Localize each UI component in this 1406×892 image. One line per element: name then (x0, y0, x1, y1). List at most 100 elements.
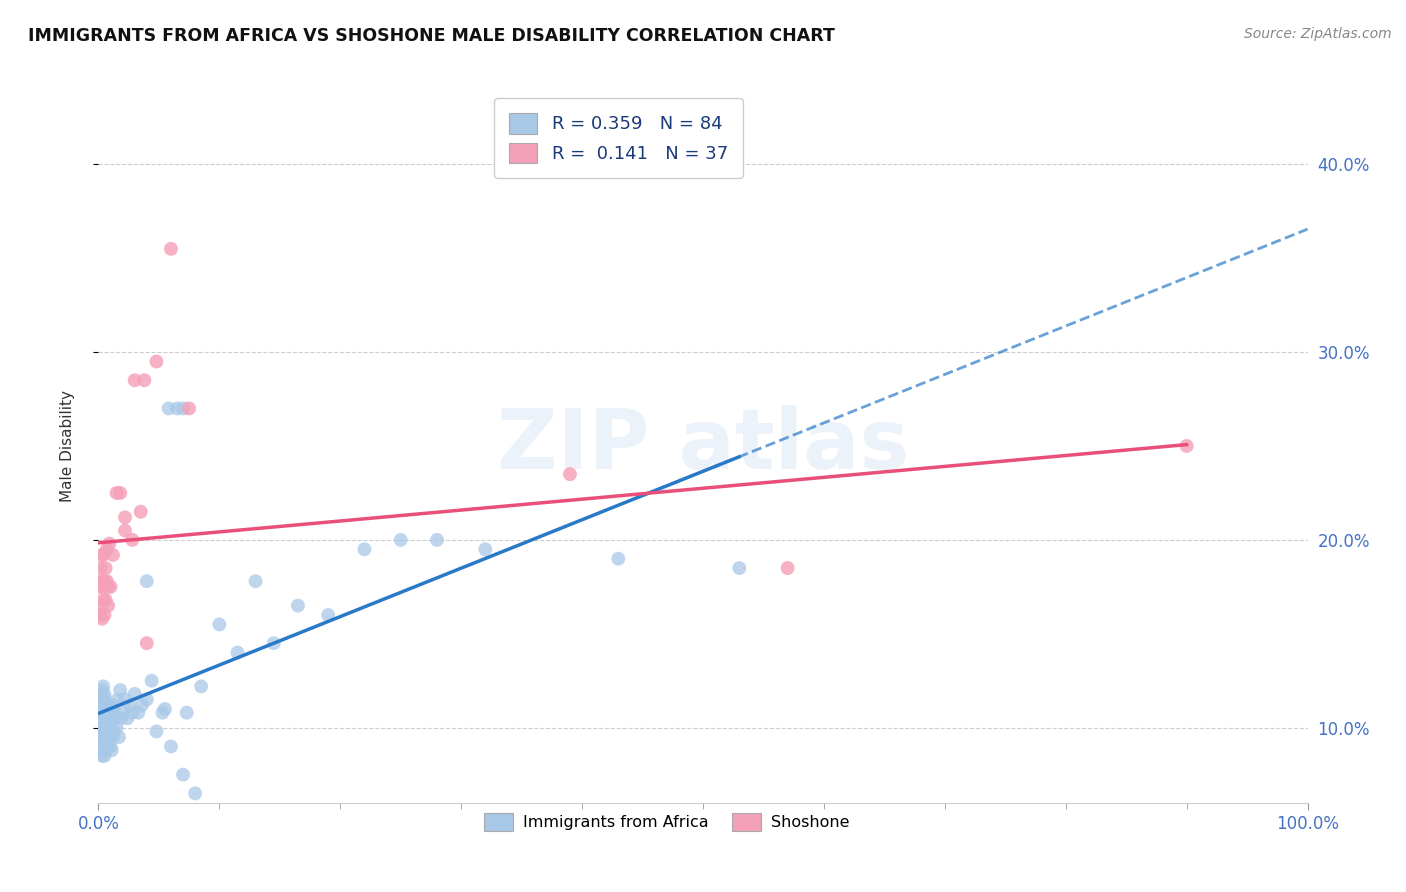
Point (96, 736, 118, 750)
Point (91, 574, 114, 589)
Point (97, 698, 120, 713)
Point (91, 593, 114, 607)
Legend: Immigrants from Africa, Shoshone: Immigrants from Africa, Shoshone (478, 806, 855, 838)
Point (184, 786, 207, 800)
Point (91, 580, 114, 594)
Point (104, 711, 127, 725)
Point (108, 683, 131, 698)
Point (558, 467, 581, 482)
Point (91, 612, 114, 626)
Point (91, 739, 114, 754)
Y-axis label: Male Disability: Male Disability (60, 390, 75, 502)
Point (103, 724, 125, 739)
Point (90, 724, 112, 739)
Point (316, 607, 339, 622)
Point (129, 505, 152, 519)
Point (131, 698, 153, 713)
Point (100, 580, 122, 594)
Point (93, 748, 115, 763)
Point (107, 692, 129, 706)
Text: ZIP atlas: ZIP atlas (496, 406, 910, 486)
Point (89, 706, 111, 720)
Point (134, 373, 156, 387)
Point (96, 542, 118, 557)
Point (105, 721, 128, 735)
Point (91, 748, 114, 763)
Point (93, 721, 115, 735)
Point (1175, 439, 1198, 453)
Point (111, 706, 134, 720)
Point (121, 706, 143, 720)
Point (91, 730, 114, 744)
Point (98, 706, 121, 720)
Text: Source: ZipAtlas.com: Source: ZipAtlas.com (1244, 27, 1392, 41)
Point (121, 533, 143, 547)
Point (179, 401, 201, 416)
Point (90, 706, 112, 720)
Point (96, 717, 118, 731)
Point (98, 730, 121, 744)
Point (90, 687, 112, 701)
Point (101, 730, 124, 744)
Point (91, 698, 114, 713)
Point (91, 683, 114, 698)
Point (776, 561, 799, 575)
Point (152, 706, 174, 720)
Point (101, 548, 124, 562)
Point (172, 767, 194, 781)
Point (100, 724, 122, 739)
Point (100, 711, 122, 725)
Point (135, 636, 157, 650)
Point (91, 706, 114, 720)
Point (135, 574, 157, 589)
Point (91, 548, 114, 562)
Point (353, 542, 375, 557)
Point (114, 524, 136, 538)
Point (118, 698, 141, 713)
Point (94, 711, 117, 725)
Point (728, 561, 751, 575)
Point (153, 702, 176, 716)
Point (89, 730, 111, 744)
Point (160, 242, 183, 256)
Point (94, 593, 117, 607)
Point (135, 692, 157, 706)
Point (389, 533, 412, 547)
Point (141, 673, 163, 688)
Point (90, 574, 112, 589)
Point (94, 561, 117, 575)
Point (127, 706, 149, 720)
Point (89, 580, 111, 594)
Point (190, 679, 212, 693)
Point (89, 607, 111, 622)
Point (93, 702, 115, 716)
Point (145, 724, 167, 739)
Point (94, 730, 117, 744)
Point (97, 580, 120, 594)
Point (124, 687, 146, 701)
Point (287, 599, 309, 613)
Point (97, 721, 120, 735)
Point (110, 711, 132, 725)
Point (117, 711, 139, 725)
Point (166, 401, 188, 416)
Point (98, 536, 121, 550)
Point (94, 743, 117, 757)
Point (145, 354, 167, 368)
Point (94, 692, 117, 706)
Point (108, 486, 131, 500)
Point (93, 736, 115, 750)
Point (91, 692, 114, 706)
Point (89, 692, 111, 706)
Point (93, 687, 115, 701)
Point (124, 373, 146, 387)
Point (97, 599, 120, 613)
Point (172, 401, 194, 416)
Point (100, 739, 122, 754)
Point (96, 574, 118, 589)
Point (90, 599, 112, 613)
Point (474, 542, 496, 557)
Point (176, 706, 198, 720)
Point (103, 702, 125, 716)
Point (100, 743, 122, 757)
